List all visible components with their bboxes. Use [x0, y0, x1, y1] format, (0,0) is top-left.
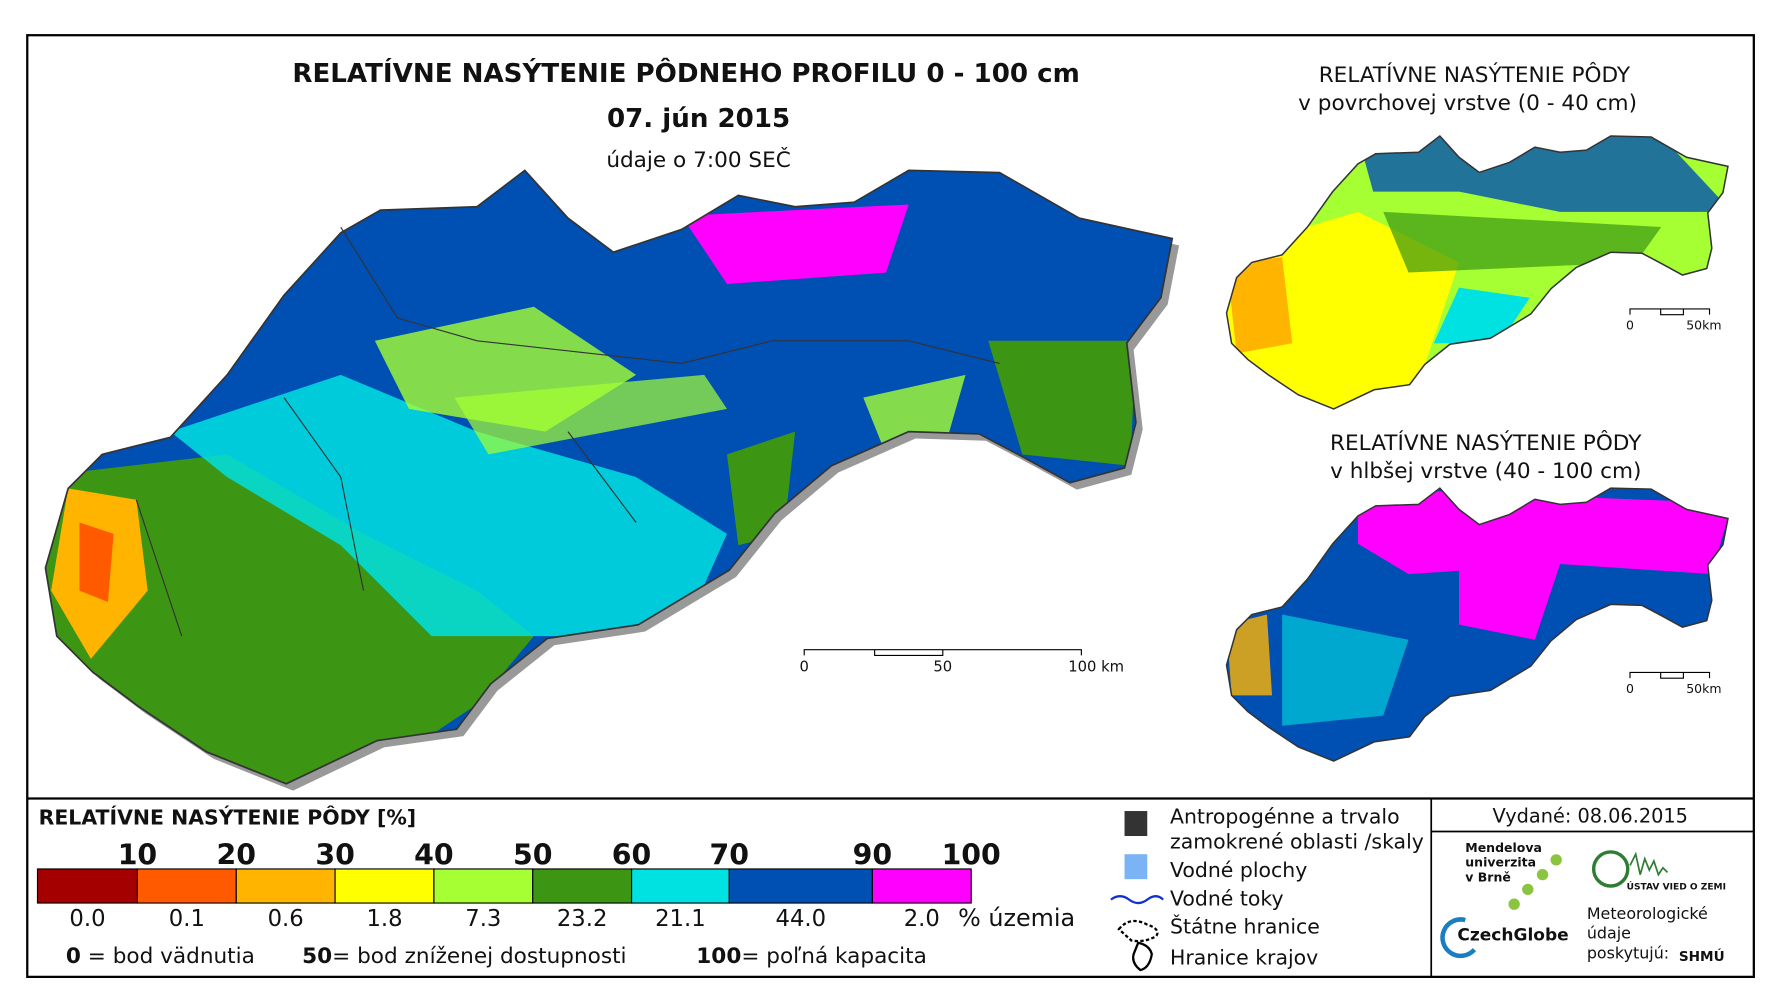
scale-label: 100 km [1068, 658, 1124, 675]
logo-text: ÚSTAV VIED O ZEMI [1627, 880, 1726, 892]
logo-text: Meteorologické [1587, 904, 1708, 923]
legend-share: 44.0 [776, 906, 827, 932]
inset-title: RELATÍVNE NASÝTENIE PÔDY [1330, 430, 1642, 456]
legend-threshold: 50 [513, 838, 553, 871]
scale-label: 50km [1686, 681, 1721, 696]
inset-title: RELATÍVNE NASÝTENIE PÔDY [1319, 62, 1631, 88]
note-text: = poľná kapacita [741, 944, 927, 969]
legend-swatch [433, 868, 534, 904]
date: 07. jún 2015 [607, 104, 790, 134]
legend-threshold: 60 [612, 838, 652, 871]
legend-threshold: 40 [414, 838, 454, 871]
inset-subtitle: v povrchovej vrstve (0 - 40 cm) [1298, 91, 1637, 116]
share-unit: % územia [958, 904, 1075, 932]
legend-share: 0.0 [69, 906, 105, 932]
legend-threshold: 30 [315, 838, 355, 871]
symbol-label: Vodné toky [1170, 886, 1284, 910]
legend-share: 23.2 [557, 906, 608, 932]
note-key: 0 [66, 944, 81, 969]
logo-text: v Brně [1465, 869, 1511, 884]
legend-title: RELATÍVNE NASÝTENIE PÔDY [%] [39, 805, 417, 830]
legend-swatch [871, 868, 972, 904]
legend-swatch [235, 868, 336, 904]
symbol-label: zamokrené oblasti /skaly [1170, 830, 1424, 854]
legend-swatch [532, 868, 633, 904]
logo-text: poskytujú: [1587, 944, 1669, 963]
legend-note: 100= poľná kapacita [696, 944, 927, 969]
symbol-anthropogenic [1124, 811, 1148, 837]
logo-dots [1508, 854, 1562, 910]
legend-swatch [630, 868, 730, 904]
legend-share: 0.1 [169, 906, 205, 932]
symbol-water [1124, 854, 1148, 880]
inset-scale-bar [1629, 308, 1711, 316]
legend-share: 2.0 [904, 906, 940, 932]
symbol-label: Štátne hranice [1170, 914, 1320, 939]
legend-note: 50= bod zníženej dostupnosti [302, 944, 626, 969]
inset-map [1225, 487, 1729, 762]
legend-note: 0 = bod vädnutia [66, 944, 255, 969]
symbol-state-border [1117, 919, 1159, 943]
legend-share: 7.3 [465, 906, 501, 932]
legend-share: 1.8 [366, 906, 402, 932]
legend-threshold: 70 [709, 838, 749, 871]
main-map [44, 169, 1180, 791]
note-text: = bod vädnutia [88, 944, 255, 969]
note-key: 100 [696, 944, 741, 969]
symbol-label: Hranice krajov [1170, 945, 1318, 969]
note-text: = bod zníženej dostupnosti [332, 944, 626, 969]
logo-text: CzechGlobe [1457, 926, 1568, 946]
scale-label: 0 [1626, 317, 1634, 332]
title: RELATÍVNE NASÝTENIE PÔDNEHO PROFILU 0 - … [292, 57, 1079, 89]
frame [26, 34, 1755, 979]
legend-swatch [36, 868, 139, 904]
main-scale-bar [803, 649, 1082, 656]
legend-swatch [136, 868, 237, 904]
color-legend: 0.0 0.1 0.6 1.8 7.3 23.2 21.1 44.0 2.0 10 20 30 40 50… [36, 838, 1001, 932]
logo-text: SHMÚ [1679, 947, 1725, 965]
logo-arc [1440, 917, 1477, 959]
legend-threshold: 90 [853, 838, 893, 871]
symbol-region-border [1132, 941, 1153, 972]
logo-text: údaje [1587, 923, 1631, 942]
legend-share: 21.1 [655, 906, 706, 932]
symbol-river [1110, 895, 1164, 905]
inset-scale-bar [1629, 671, 1711, 679]
legend-threshold: 100 [942, 838, 1001, 871]
scale-label: 50km [1686, 317, 1721, 332]
logo-text: univerzita [1465, 855, 1536, 870]
legend-threshold: 10 [118, 838, 158, 871]
scale-label: 0 [800, 658, 809, 675]
logo-text: Mendelova [1465, 840, 1542, 855]
inset-subtitle: v hlbšej vrstve (40 - 100 cm) [1330, 459, 1641, 484]
note-key: 50 [302, 944, 332, 969]
note: údaje o 7:00 SEČ [606, 147, 791, 173]
symbol-label: Antropogénne a trvalo [1170, 805, 1400, 829]
legend-threshold: 20 [217, 838, 257, 871]
logo-wave [1629, 851, 1669, 877]
scale-label: 0 [1626, 681, 1634, 696]
inset-map [1225, 135, 1729, 410]
legend-swatch [728, 868, 873, 904]
symbol-label: Vodné plochy [1170, 858, 1307, 882]
legend-share: 0.6 [268, 906, 304, 932]
logo-circle [1591, 850, 1630, 888]
scale-label: 50 [933, 658, 952, 675]
issued: Vydané: 08.06.2015 [1493, 804, 1688, 827]
legend-swatch [334, 868, 435, 904]
